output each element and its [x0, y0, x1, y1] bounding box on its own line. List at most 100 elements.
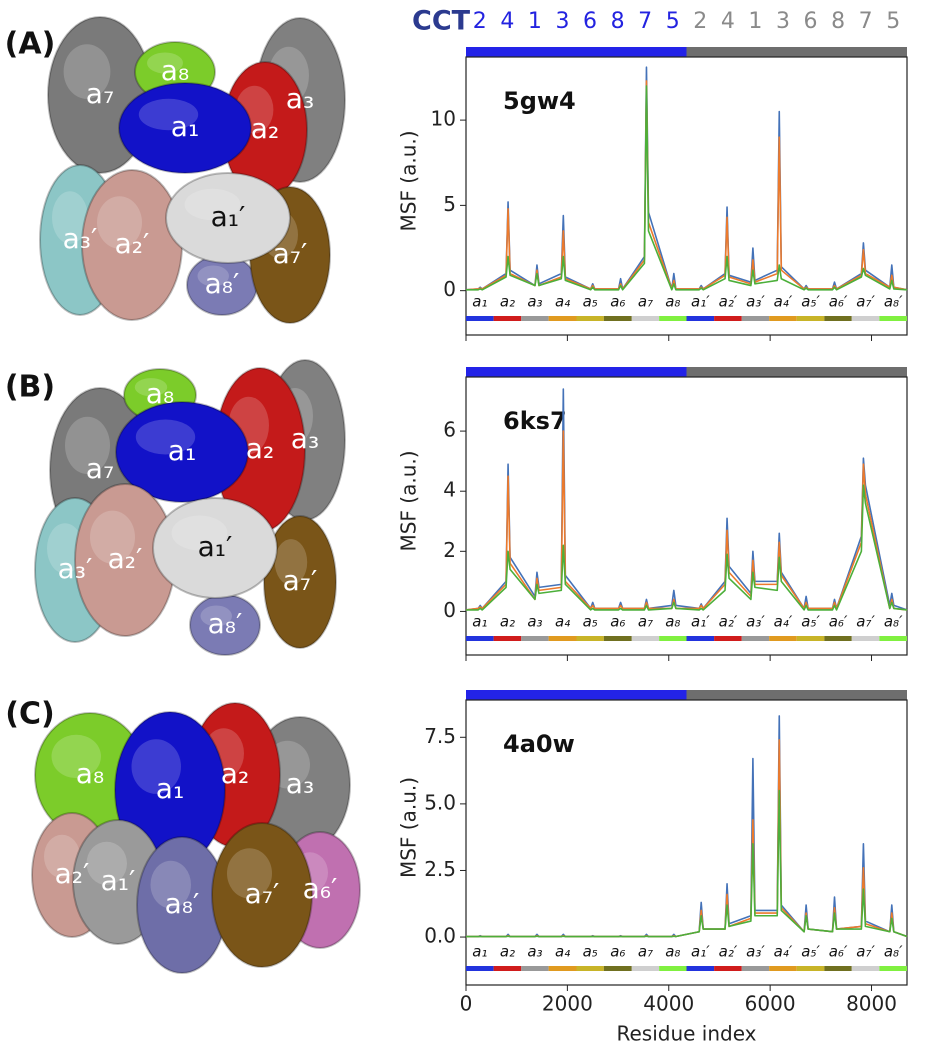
subunit-label: a₃	[286, 767, 314, 800]
y-tick-label: 6	[443, 418, 456, 442]
plot-frame	[465, 376, 908, 656]
subunit-texture	[63, 44, 111, 99]
subunit-surface	[211, 822, 313, 968]
ring-bar	[466, 690, 687, 700]
domain-bar	[631, 316, 660, 321]
domain-label: a₃	[527, 943, 542, 961]
domain-bar	[769, 966, 797, 971]
domain-label: a₆	[610, 943, 625, 961]
subunit-surface	[115, 401, 249, 503]
subunit-texture	[171, 515, 228, 551]
domain-label: a₇	[638, 293, 653, 311]
ring-digit: 5	[886, 9, 900, 34]
chart-title: 5gw4	[503, 87, 576, 115]
domain-bar	[879, 636, 907, 641]
domain-label: a₄′	[774, 613, 793, 631]
subunit-texture	[131, 739, 181, 794]
subunit-label: a₂	[251, 112, 279, 145]
ring-bar	[686, 367, 907, 377]
domain-bar	[741, 966, 770, 971]
domain-label: a₂′	[719, 293, 738, 311]
panel-label: (B)	[5, 370, 55, 405]
subunit-label: a₈′	[205, 267, 240, 300]
domain-label: a₅	[583, 613, 598, 631]
ring-bar	[466, 47, 687, 57]
domain-label: a₅′	[801, 943, 820, 961]
ring-digit: 8	[831, 9, 845, 34]
subunit-label: a₇′	[273, 237, 308, 270]
domain-bar	[714, 636, 742, 641]
domain-bar	[521, 636, 549, 641]
subunit-label: a₈	[76, 757, 104, 790]
y-tick-label: 5	[443, 192, 456, 216]
ring-digit: 1	[528, 9, 542, 34]
x-tick-label: 2000	[542, 992, 593, 1016]
domain-label: a₅′	[801, 293, 820, 311]
subunit-label: a₈	[146, 377, 174, 410]
domain-label: a₅	[583, 943, 598, 961]
msf-line	[465, 80, 908, 291]
subunit-texture	[44, 834, 80, 879]
domain-bar	[741, 636, 770, 641]
ring-digit: 3	[555, 9, 569, 34]
domain-label: a₇′	[856, 613, 875, 631]
domain-bar	[521, 966, 549, 971]
domain-label: a₁′	[691, 613, 710, 631]
ring-digit: 4	[721, 9, 735, 34]
domain-bar	[493, 636, 522, 641]
domain-label: a₂	[500, 613, 515, 631]
domain-bar	[714, 966, 742, 971]
subunit-texture	[138, 98, 199, 131]
domain-bar	[576, 316, 604, 321]
ring-digit: 6	[804, 9, 818, 34]
domain-label: a₃	[527, 613, 542, 631]
msf-line	[466, 789, 908, 938]
subunit-label: a₃′	[63, 222, 98, 255]
x-tick-label: 0	[460, 992, 473, 1016]
subunit-texture	[134, 378, 168, 397]
ring-digit: 2	[693, 9, 707, 34]
domain-bar	[796, 316, 825, 321]
domain-bar	[796, 966, 825, 971]
subunit-label: a₇′	[245, 877, 280, 910]
subunit-texture	[197, 265, 229, 287]
ring-digit: 8	[611, 9, 625, 34]
domain-bar	[824, 636, 852, 641]
domain-bar	[521, 316, 549, 321]
ring-bar	[686, 47, 907, 57]
subunit-texture	[135, 419, 196, 455]
msf-line	[466, 484, 908, 611]
subunit-label: a₁′	[211, 200, 246, 233]
domain-label: a₁′	[691, 293, 710, 311]
ring-digit: 5	[666, 9, 680, 34]
subunit-texture	[150, 860, 191, 909]
subunit-label: a₁	[168, 434, 196, 467]
subunit-surface	[263, 515, 337, 649]
ring-header-title: CCT	[412, 6, 471, 37]
domain-bar	[659, 316, 687, 321]
domain-bar	[466, 966, 494, 971]
subunit-label: a₂	[246, 432, 274, 465]
domain-label: a₁	[472, 293, 487, 311]
subunit-surface	[165, 172, 291, 264]
y-axis-label: MSF (a.u.)	[397, 777, 421, 878]
domain-bar	[493, 966, 522, 971]
y-tick-label: 10	[431, 107, 456, 131]
domain-bar	[603, 316, 632, 321]
domain-label: a₁	[472, 943, 487, 961]
domain-label: a₈	[665, 943, 680, 961]
domain-label: a₇′	[856, 293, 875, 311]
domain-bar	[851, 966, 880, 971]
panel-label: (C)	[5, 697, 54, 732]
domain-bar	[851, 636, 880, 641]
domain-bar	[686, 316, 715, 321]
domain-label: a₂′	[719, 943, 738, 961]
domain-label: a₆′	[829, 293, 848, 311]
ring-bar	[686, 690, 907, 700]
subunit-texture	[274, 539, 308, 586]
chart-title: 6ks7	[503, 407, 567, 435]
domain-label: a₁′	[691, 943, 710, 961]
domain-bar	[466, 316, 494, 321]
subunit-texture	[86, 841, 127, 886]
